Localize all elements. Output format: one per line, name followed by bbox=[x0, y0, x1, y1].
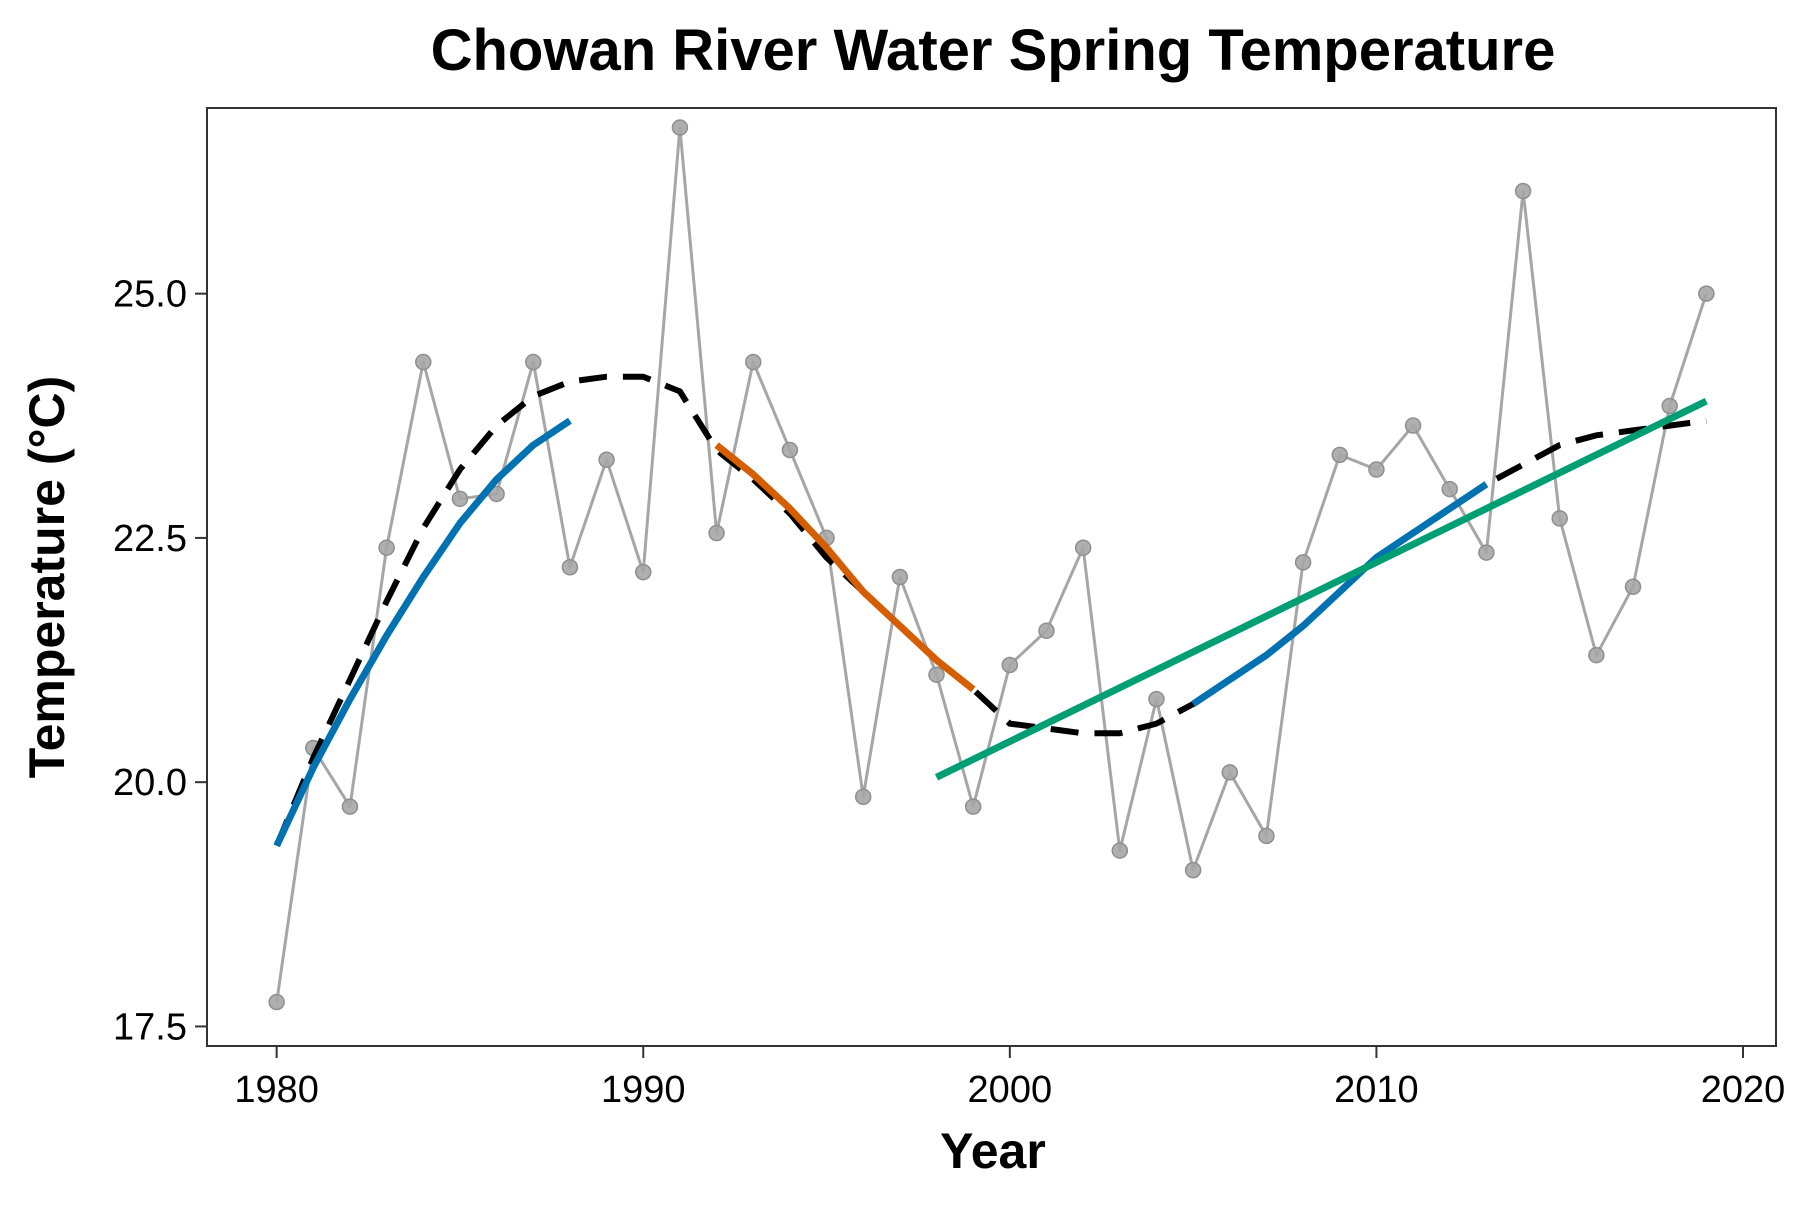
x-tick-label: 1990 bbox=[601, 1069, 686, 1111]
observation-point bbox=[1404, 417, 1422, 434]
y-tick-label: 22.5 bbox=[113, 518, 187, 560]
y-axis-title: Temperature (°C) bbox=[19, 376, 75, 778]
observation-point bbox=[1441, 480, 1458, 498]
y-tick-label: 17.5 bbox=[113, 1006, 187, 1048]
linear-fit-series bbox=[934, 397, 1708, 781]
observation-point bbox=[634, 563, 652, 581]
observation-point bbox=[598, 451, 615, 468]
observation-point bbox=[928, 666, 945, 683]
observation-point bbox=[1184, 861, 1202, 879]
observation-point bbox=[1221, 764, 1239, 781]
observation-point bbox=[341, 798, 359, 815]
observation-point bbox=[708, 524, 725, 542]
increasing-segment-line bbox=[1191, 481, 1489, 707]
plot-area bbox=[206, 107, 1777, 1047]
observation-point bbox=[1368, 461, 1385, 478]
increasing-segment-series bbox=[273, 417, 1489, 848]
plot-panel-border bbox=[206, 107, 1777, 1047]
observation-point bbox=[1074, 539, 1092, 556]
chart-title: Chowan River Water Spring Temperature bbox=[431, 18, 1556, 83]
decreasing-segment-line bbox=[714, 442, 976, 693]
observation-point bbox=[1038, 622, 1055, 639]
observation-point bbox=[854, 788, 872, 806]
observation-point bbox=[1588, 646, 1605, 664]
observation-point bbox=[415, 353, 432, 371]
observation-point bbox=[1294, 554, 1312, 571]
y-axis: 17.5 20.0 22.5 25.0 bbox=[113, 274, 207, 1048]
observation-point bbox=[1661, 397, 1678, 415]
y-tick-label: 25.0 bbox=[113, 274, 187, 316]
observation-point bbox=[451, 490, 469, 508]
observation-point bbox=[1331, 446, 1349, 464]
observation-point bbox=[671, 119, 689, 136]
observation-point bbox=[268, 993, 285, 1011]
observation-point bbox=[1551, 510, 1568, 527]
increasing-segment-line bbox=[273, 417, 572, 848]
observation-point bbox=[1478, 544, 1495, 561]
observation-point bbox=[488, 485, 505, 503]
observation-point bbox=[1148, 690, 1165, 708]
observation-point bbox=[1111, 842, 1129, 859]
x-tick-label: 1980 bbox=[234, 1069, 319, 1111]
observation-point bbox=[378, 539, 395, 556]
observation-point bbox=[1624, 578, 1642, 596]
observation-point bbox=[891, 568, 909, 586]
observation-point bbox=[1698, 285, 1715, 302]
linear-fit-line bbox=[934, 397, 1708, 781]
observation-point bbox=[1258, 827, 1275, 845]
observation-point bbox=[964, 798, 982, 815]
observation-point bbox=[1001, 656, 1019, 674]
y-tick-label: 20.0 bbox=[113, 762, 187, 804]
decreasing-segment-series bbox=[714, 442, 976, 693]
observation-point bbox=[781, 441, 799, 459]
x-tick-label: 2010 bbox=[1334, 1069, 1419, 1111]
x-tick-label: 2020 bbox=[1701, 1069, 1786, 1111]
x-tick-label: 2000 bbox=[968, 1069, 1053, 1111]
observation-point bbox=[744, 353, 762, 371]
x-axis-title: Year bbox=[940, 1123, 1046, 1179]
x-axis: 1980 1990 2000 2010 2020 bbox=[234, 1046, 1785, 1111]
observation-point bbox=[525, 353, 542, 371]
observation-point bbox=[561, 558, 579, 576]
observation-point bbox=[1514, 182, 1532, 200]
